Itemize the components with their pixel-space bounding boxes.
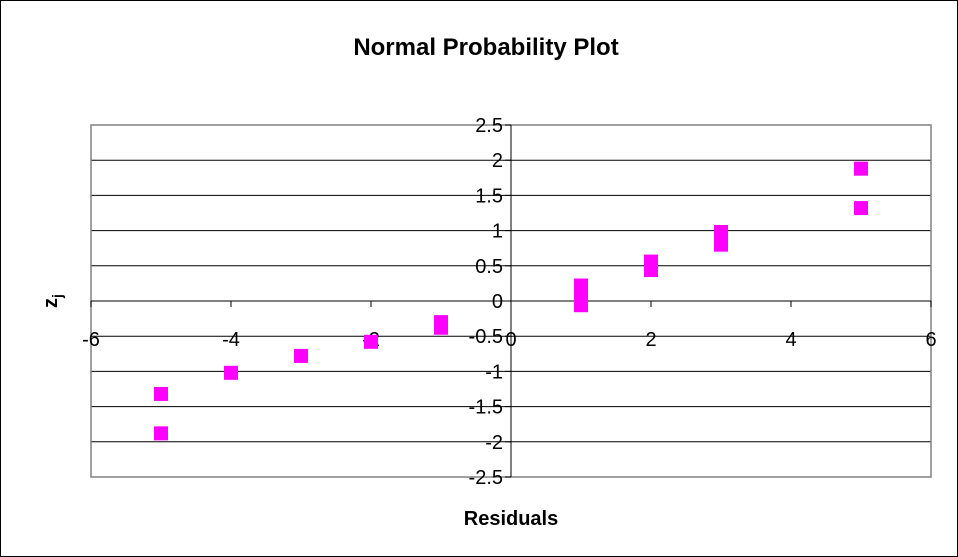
- data-point-0: [154, 426, 168, 441]
- data-point-10: [574, 278, 588, 293]
- y-tick-label-4: 0.5: [475, 256, 503, 278]
- data-point-16: [854, 161, 868, 176]
- data-point-1: [154, 386, 168, 401]
- data-point-4: [364, 334, 378, 349]
- data-point-14: [714, 225, 728, 240]
- y-tick-label-2: 1.5: [475, 185, 503, 207]
- data-point-15: [854, 201, 868, 216]
- x-tick-label-0: -6: [82, 329, 100, 351]
- y-tick-labels: 2.5 2 1.5 1 0.5 0 -0.5 -1 -1.5 -2 -2.5: [469, 115, 503, 489]
- y-tick-label-1: 2: [492, 150, 503, 172]
- x-tick-label-3: 0: [505, 329, 516, 351]
- chart-title: Normal Probability Plot: [353, 34, 618, 61]
- x-tick-label-1: -4: [222, 329, 240, 351]
- data-point-13: [714, 237, 728, 252]
- x-tick-label-5: 4: [785, 329, 796, 351]
- y-tick-label-10: -2.5: [469, 467, 503, 489]
- data-point-12: [644, 254, 658, 269]
- y-tick-label-5: 0: [492, 291, 503, 313]
- y-tick-label-3: 1: [492, 221, 503, 243]
- x-tick-label-6: 6: [925, 329, 936, 351]
- data-points: [154, 161, 868, 441]
- y-axis-title: zj: [40, 294, 65, 308]
- y-tick-label-8: -1.5: [469, 397, 503, 419]
- y-tick-label-7: -1: [485, 361, 503, 383]
- y-tick-label-0: 2.5: [475, 115, 503, 137]
- axes: [90, 124, 932, 478]
- y-axis-title-subscript: j: [49, 294, 65, 299]
- x-axis-title: Residuals: [464, 508, 558, 530]
- data-point-6: [434, 315, 448, 330]
- x-tick-label-4: 2: [645, 329, 656, 351]
- data-point-2: [224, 365, 238, 380]
- data-point-3: [294, 348, 308, 363]
- y-tick-label-6: -0.5: [469, 326, 503, 348]
- y-axis-title-main: z: [40, 298, 62, 308]
- y-tick-label-9: -2: [485, 432, 503, 454]
